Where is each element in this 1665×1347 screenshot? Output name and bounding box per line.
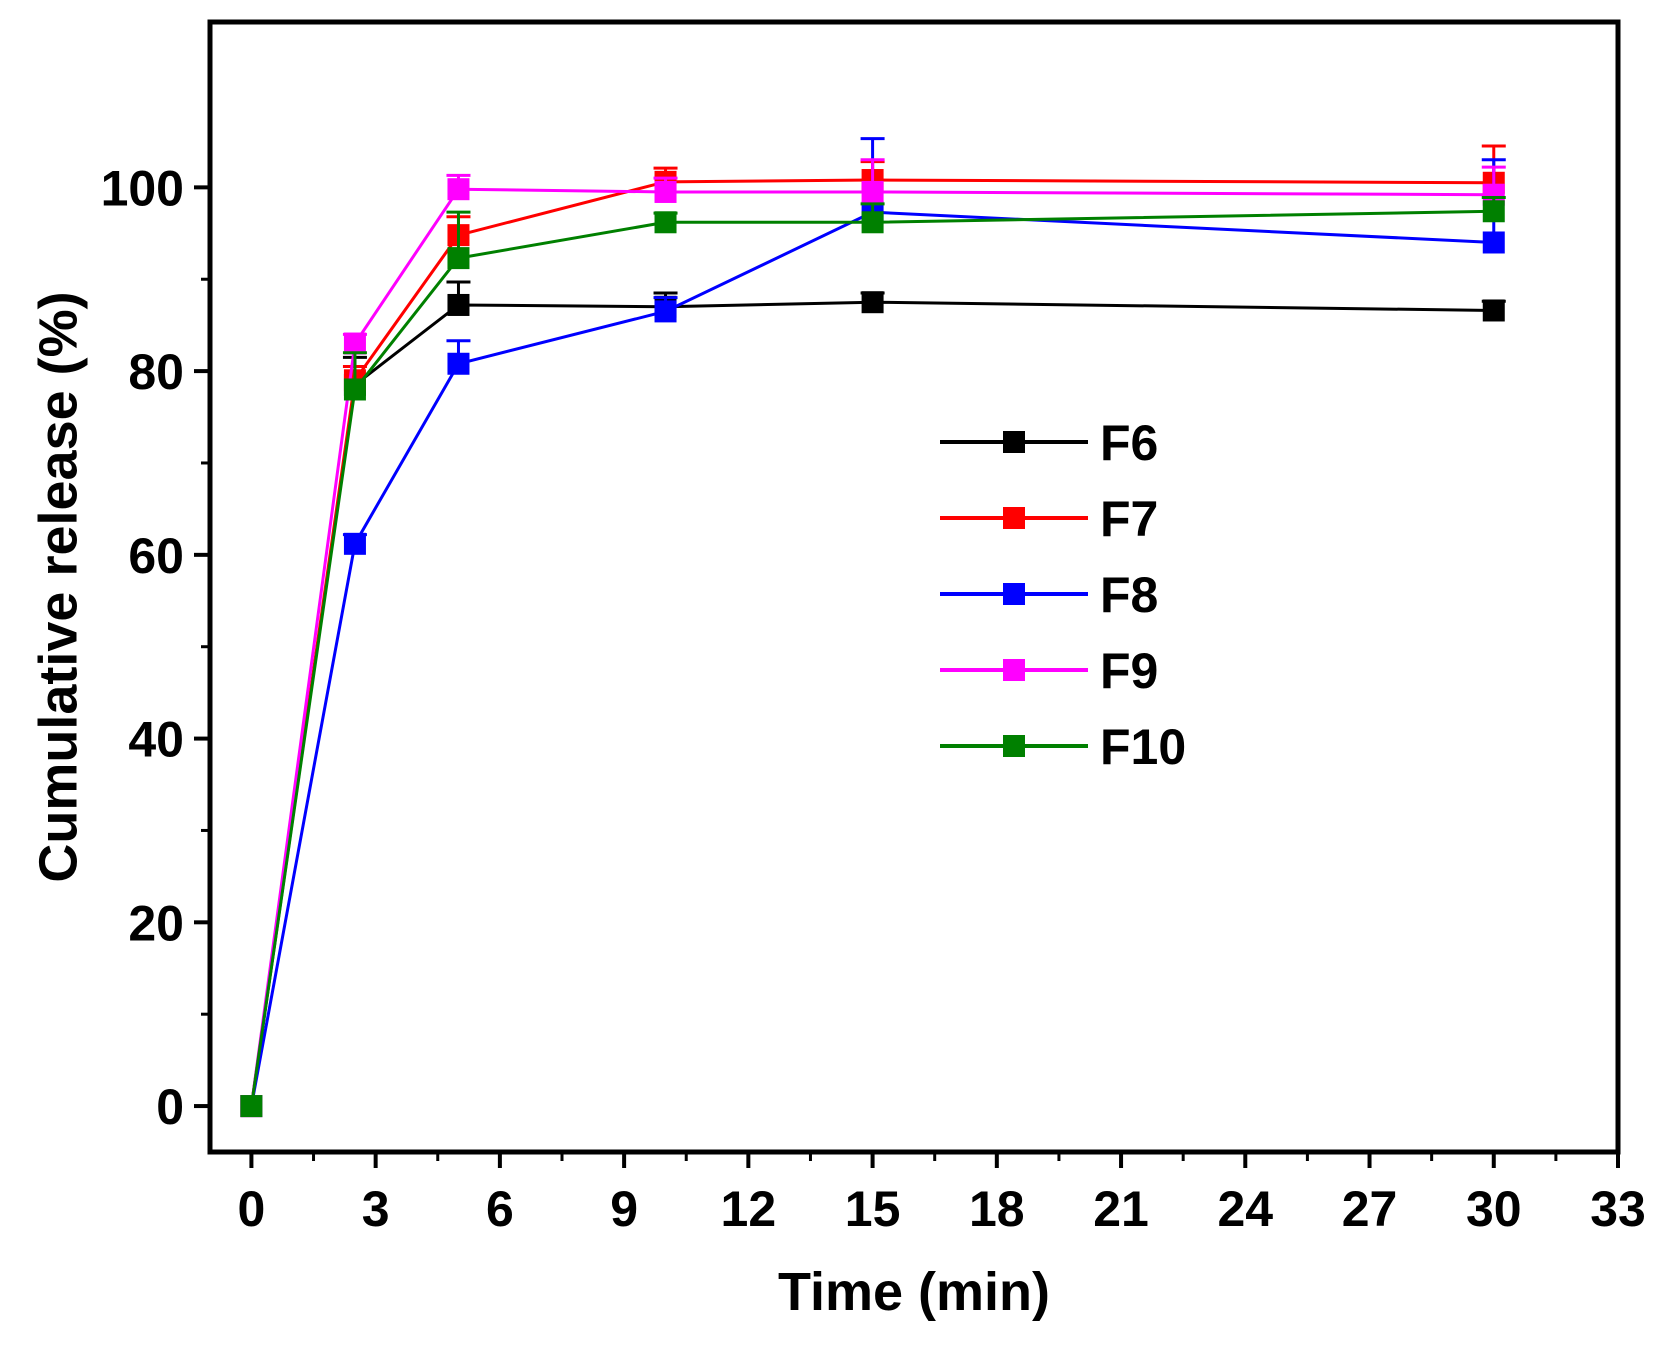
plot-frame xyxy=(207,19,1621,1155)
data-point xyxy=(861,211,884,234)
series-line xyxy=(249,178,1494,1107)
x-tick-label: 33 xyxy=(1590,1181,1646,1237)
data-point xyxy=(1482,299,1505,322)
data-point xyxy=(240,1095,263,1118)
legend-marker xyxy=(1003,507,1025,529)
series-f6 xyxy=(240,280,1506,1118)
legend-label: F8 xyxy=(1100,567,1158,623)
data-point xyxy=(861,291,884,314)
x-tick-label: 3 xyxy=(362,1181,390,1237)
x-tick-label: 21 xyxy=(1093,1181,1149,1237)
legend-item-f7: F7 xyxy=(940,491,1158,547)
data-point xyxy=(654,300,677,323)
legend-marker xyxy=(1003,583,1025,605)
data-point xyxy=(343,332,366,355)
legend-marker xyxy=(1003,659,1025,681)
series-line xyxy=(249,187,1494,1107)
legend-label: F7 xyxy=(1100,491,1158,547)
series-group xyxy=(240,137,1506,1118)
legend: F6 F7 F8 F9 F10 xyxy=(940,415,1186,775)
x-tick-label: 6 xyxy=(486,1181,514,1237)
series-f8 xyxy=(240,137,1506,1118)
x-tick-label: 0 xyxy=(238,1181,266,1237)
y-tick-label: 40 xyxy=(128,712,184,768)
x-tick-label: 15 xyxy=(845,1181,901,1237)
y-tick-label: 60 xyxy=(128,528,184,584)
data-point xyxy=(1482,231,1505,254)
legend-item-f9: F9 xyxy=(940,643,1158,699)
data-point xyxy=(654,211,677,234)
data-point xyxy=(447,293,470,316)
series-line xyxy=(249,209,1494,1107)
y-tick-label: 100 xyxy=(101,160,184,216)
legend-label: F10 xyxy=(1100,719,1186,775)
axes-group: 0 3 6 9 12 15 18 21 24 27 30 33 0 20 40 60 80 100 xyxy=(101,19,1646,1237)
data-point xyxy=(343,532,366,555)
data-point xyxy=(343,378,366,401)
legend-item-f10: F10 xyxy=(940,719,1186,775)
data-point xyxy=(447,247,470,270)
x-tick-label: 24 xyxy=(1217,1181,1273,1237)
x-tick-label: 9 xyxy=(610,1181,638,1237)
data-point xyxy=(861,180,884,203)
data-point xyxy=(447,178,470,201)
y-axis-title: Cumulative release (%) xyxy=(28,291,88,882)
y-tick-label: 0 xyxy=(156,1079,184,1135)
legend-label: F9 xyxy=(1100,643,1158,699)
y-tick-label: 20 xyxy=(128,895,184,951)
legend-item-f8: F8 xyxy=(940,567,1158,623)
data-point xyxy=(1482,183,1505,206)
x-tick-label: 30 xyxy=(1466,1181,1522,1237)
series-line xyxy=(249,300,1494,1107)
data-point xyxy=(654,180,677,203)
legend-item-f6: F6 xyxy=(940,415,1158,471)
legend-marker xyxy=(1003,431,1025,453)
series-f10 xyxy=(240,195,1506,1118)
y-tick-label: 80 xyxy=(128,344,184,400)
legend-marker xyxy=(1003,735,1025,757)
x-tick-label: 12 xyxy=(721,1181,777,1237)
legend-label: F6 xyxy=(1100,415,1158,471)
x-axis-title: Time (min) xyxy=(778,1262,1050,1322)
series-line xyxy=(249,210,1494,1107)
data-point xyxy=(1482,200,1505,223)
data-point xyxy=(447,352,470,375)
x-tick-label: 18 xyxy=(969,1181,1025,1237)
x-tick-label: 27 xyxy=(1342,1181,1398,1237)
